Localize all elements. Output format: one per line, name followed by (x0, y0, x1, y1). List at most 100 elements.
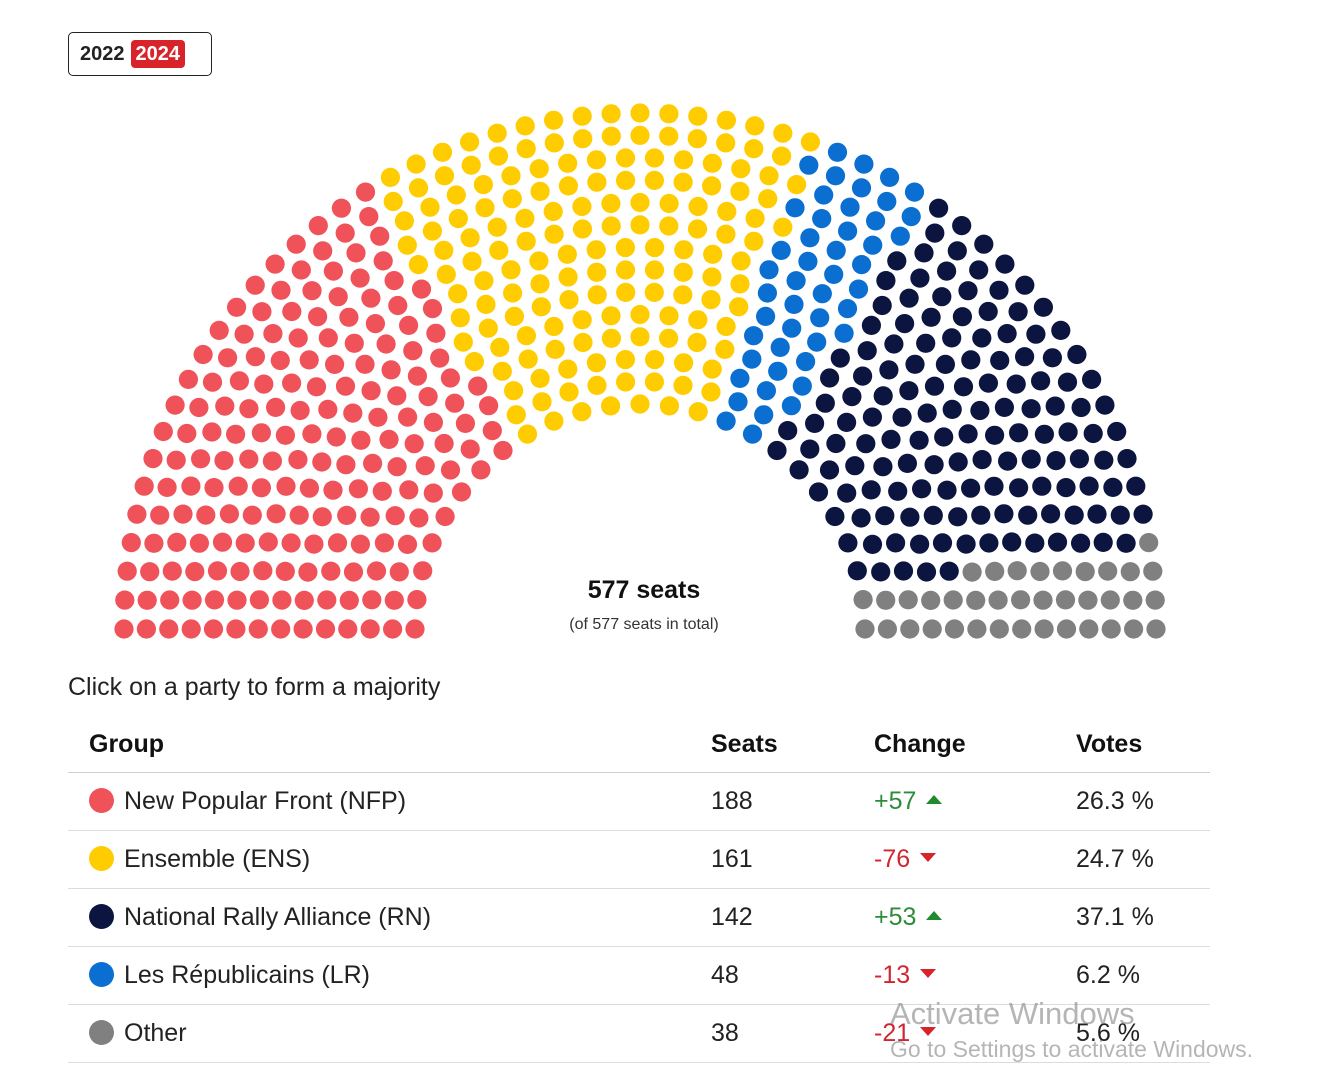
seat-ensemble-ens (460, 132, 480, 152)
seat-ensemble-ens (474, 271, 494, 291)
seat-new-popular-front-nfp (440, 460, 461, 480)
seat-new-popular-front-nfp (451, 482, 472, 502)
party-row-nfp[interactable]: New Popular Front (NFP) 188 +57 26.3 % (68, 772, 1210, 831)
seat-national-rally-alliance-rn (862, 534, 883, 555)
seat-national-rally-alliance-rn (956, 534, 976, 554)
seat-les-r-publicains-lr (810, 308, 830, 328)
seat-new-popular-front-nfp (289, 505, 309, 525)
seat-national-rally-alliance-rn (1058, 422, 1078, 442)
seat-ensemble-ens (601, 306, 621, 326)
seat-national-rally-alliance-rn (1046, 451, 1066, 471)
seat-new-popular-front-nfp (312, 452, 332, 472)
seat-new-popular-front-nfp (317, 590, 337, 610)
seat-ensemble-ens (659, 306, 679, 326)
seat-new-popular-front-nfp (308, 216, 328, 236)
seat-new-popular-front-nfp (343, 562, 364, 582)
seat-les-r-publicains-lr (768, 361, 788, 381)
seat-new-popular-front-nfp (299, 478, 319, 498)
seat-ensemble-ens (644, 170, 665, 190)
party-row-ens[interactable]: Ensemble (ENS) 161 -76 24.7 % (68, 830, 1210, 889)
seat-new-popular-front-nfp (227, 590, 247, 610)
party-row-rn[interactable]: National Rally Alliance (RN) 142 +53 37.… (68, 888, 1210, 947)
seat-national-rally-alliance-rn (872, 295, 892, 316)
seat-ensemble-ens (787, 175, 807, 195)
seat-ensemble-ens (687, 332, 707, 353)
seat-national-rally-alliance-rn (1117, 449, 1137, 469)
seat-national-rally-alliance-rn (985, 425, 1005, 445)
seat-new-popular-front-nfp (407, 366, 427, 386)
seat-national-rally-alliance-rn (767, 440, 787, 461)
seat-ensemble-ens (492, 361, 512, 381)
seat-new-popular-front-nfp (403, 341, 423, 361)
seat-other (1120, 562, 1140, 582)
seat-other (921, 590, 941, 611)
seat-new-popular-front-nfp (348, 479, 368, 499)
seat-other (1145, 590, 1165, 610)
seat-new-popular-front-nfp (281, 533, 301, 553)
seat-new-popular-front-nfp (235, 533, 255, 553)
seat-new-popular-front-nfp (399, 315, 419, 335)
seat-new-popular-front-nfp (355, 354, 375, 374)
seat-new-popular-front-nfp (363, 453, 383, 473)
year-2024-button[interactable]: 2024 (130, 40, 185, 68)
seat-new-popular-front-nfp (327, 533, 348, 553)
seat-national-rally-alliance-rn (910, 534, 930, 554)
seat-new-popular-front-nfp (137, 590, 157, 610)
seat-national-rally-alliance-rn (1107, 421, 1127, 442)
seat-new-popular-front-nfp (338, 619, 358, 639)
seat-ensemble-ens (644, 372, 665, 392)
party-row-lr[interactable]: Les Républicains (LR) 48 -13 6.2 % (68, 946, 1210, 1005)
year-2022-button[interactable]: 2022 (80, 43, 125, 65)
seat-new-popular-front-nfp (219, 504, 239, 524)
seat-national-rally-alliance-rn (937, 480, 957, 500)
seat-other (1007, 561, 1027, 581)
seat-ensemble-ens (544, 316, 564, 337)
seat-ensemble-ens (729, 297, 749, 317)
seat-new-popular-front-nfp (368, 407, 388, 427)
party-row-other[interactable]: Other 38 -21 5.6 % (68, 1004, 1210, 1063)
seat-national-rally-alliance-rn (861, 315, 882, 335)
party-name: Other (124, 1019, 187, 1047)
seat-ensemble-ens (531, 297, 551, 317)
seat-new-popular-front-nfp (196, 505, 216, 525)
seat-national-rally-alliance-rn (1126, 476, 1146, 496)
seat-new-popular-front-nfp (191, 449, 211, 469)
seat-les-r-publicains-lr (756, 381, 777, 401)
party-name: National Rally Alliance (RN) (124, 903, 432, 931)
seat-national-rally-alliance-rn (825, 506, 845, 527)
seat-national-rally-alliance-rn (958, 424, 978, 444)
seat-national-rally-alliance-rn (1056, 478, 1076, 498)
party-seats: 188 (711, 772, 874, 831)
seat-new-popular-front-nfp (239, 399, 259, 419)
seat-new-popular-front-nfp (226, 619, 246, 639)
seat-national-rally-alliance-rn (847, 561, 867, 581)
seat-new-popular-front-nfp (234, 324, 254, 344)
seat-other (1030, 561, 1050, 582)
seat-new-popular-front-nfp (162, 561, 182, 581)
seat-ensemble-ens (572, 402, 592, 422)
party-color-dot (89, 961, 114, 987)
seat-ensemble-ens (516, 326, 537, 346)
seat-national-rally-alliance-rn (830, 348, 850, 368)
seat-new-popular-front-nfp (389, 562, 409, 582)
seat-other (1139, 533, 1159, 553)
seat-new-popular-front-nfp (258, 532, 278, 552)
seat-national-rally-alliance-rn (1015, 275, 1035, 295)
seat-ensemble-ens (487, 217, 507, 237)
seat-new-popular-front-nfp (214, 451, 234, 471)
header-seats: Seats (711, 717, 874, 773)
seat-national-rally-alliance-rn (997, 324, 1017, 344)
seat-national-rally-alliance-rn (888, 481, 908, 501)
seat-ensemble-ens (616, 372, 636, 392)
seat-new-popular-front-nfp (385, 506, 405, 526)
seat-ensemble-ens (659, 126, 679, 146)
seat-national-rally-alliance-rn (1006, 374, 1026, 394)
seat-new-popular-front-nfp (440, 368, 460, 388)
seat-national-rally-alliance-rn (972, 450, 992, 470)
seat-ensemble-ens (716, 224, 736, 244)
seat-ensemble-ens (616, 170, 636, 190)
seat-new-popular-front-nfp (270, 350, 290, 371)
seat-national-rally-alliance-rn (842, 387, 862, 407)
seat-other (966, 590, 986, 611)
seat-national-rally-alliance-rn (1021, 399, 1041, 419)
